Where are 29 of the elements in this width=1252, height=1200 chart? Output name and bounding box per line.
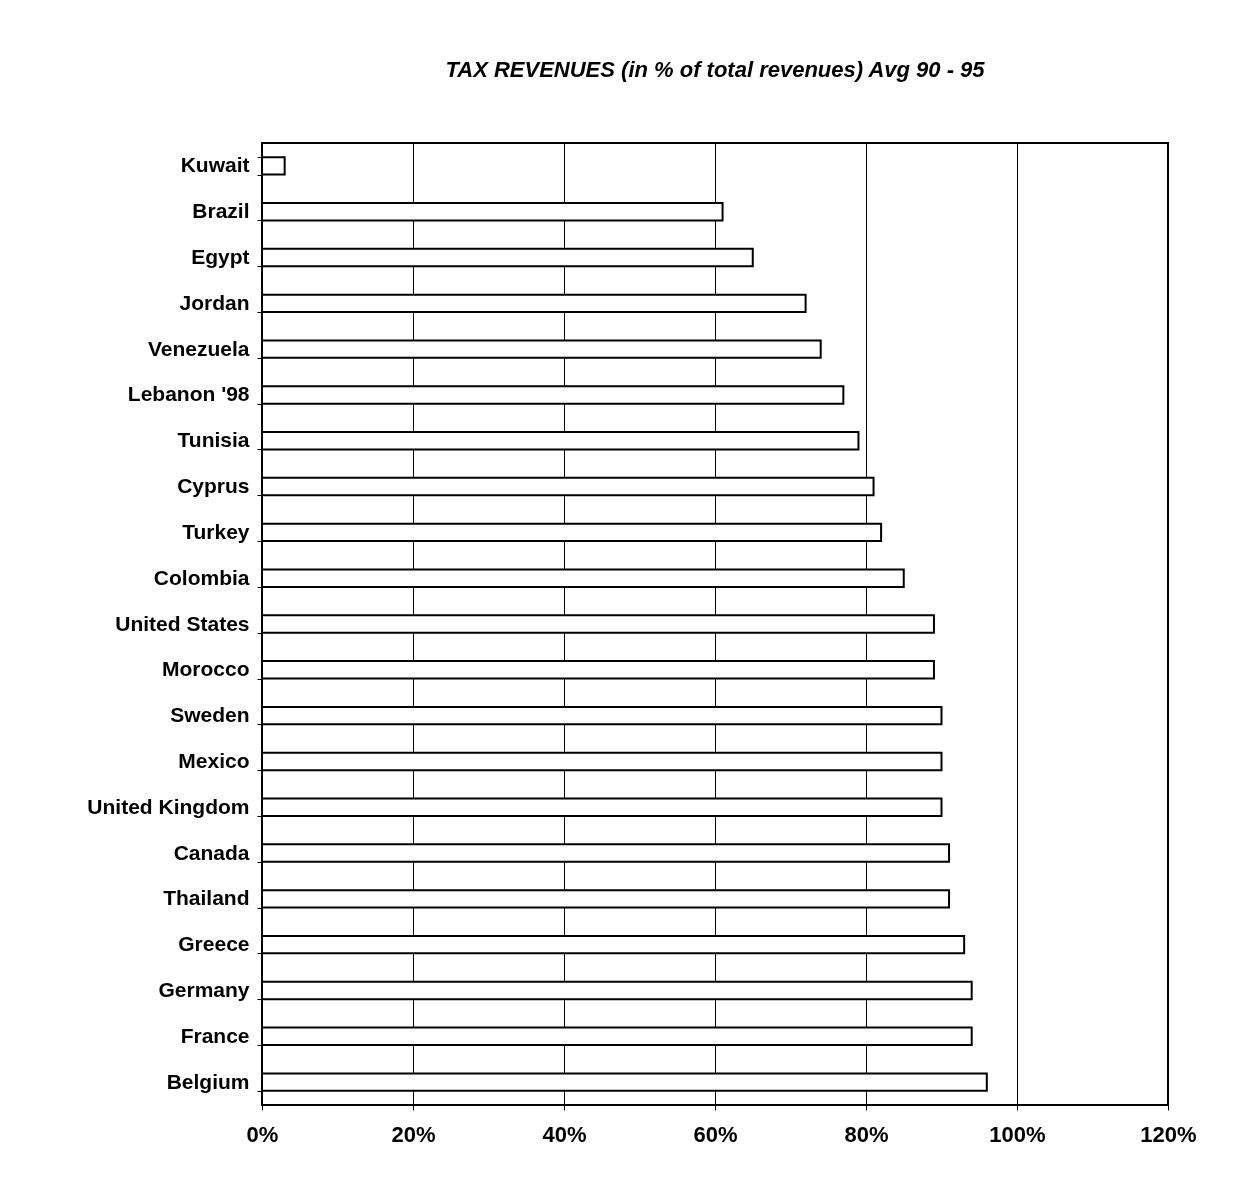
y-tick-label: Germany	[158, 977, 250, 1001]
y-tick-label: Morocco	[161, 657, 250, 681]
y-tick-label: Greece	[178, 932, 250, 956]
y-tick-label: Canada	[173, 840, 250, 864]
x-tick-label: 80%	[844, 1121, 889, 1147]
y-tick-label: United Kingdom	[87, 794, 250, 818]
x-tick-label: 120%	[1140, 1121, 1197, 1147]
y-tick-label: Kuwait	[180, 153, 250, 177]
y-tick-label: United States	[115, 611, 250, 635]
y-tick-label: Belgium	[166, 1069, 250, 1093]
x-tick-label: 20%	[391, 1121, 436, 1147]
y-tick-label: Mexico	[178, 748, 250, 772]
y-tick-label: Tunisia	[177, 428, 250, 452]
y-tick-label: France	[180, 1023, 250, 1047]
y-tick-label: Brazil	[192, 199, 250, 223]
y-tick-label: Colombia	[153, 565, 250, 589]
x-tick-label: 0%	[246, 1121, 279, 1147]
y-tick-label: Venezuela	[147, 336, 250, 360]
y-tick-label: Lebanon '98	[127, 382, 250, 406]
y-tick-label: Thailand	[163, 886, 250, 910]
y-tick-label: Jordan	[179, 290, 250, 314]
y-tick-label: Sweden	[170, 703, 250, 727]
x-tick-label: 60%	[693, 1121, 738, 1147]
y-tick-label: Turkey	[182, 519, 250, 543]
y-tick-label: Egypt	[191, 245, 250, 269]
y-tick-label: Cyprus	[177, 474, 250, 498]
x-tick-label: 100%	[989, 1121, 1046, 1147]
x-tick-label: 40%	[542, 1121, 587, 1147]
chart-title: TAX REVENUES (in % of total revenues) Avg 90 - 95	[445, 57, 986, 82]
